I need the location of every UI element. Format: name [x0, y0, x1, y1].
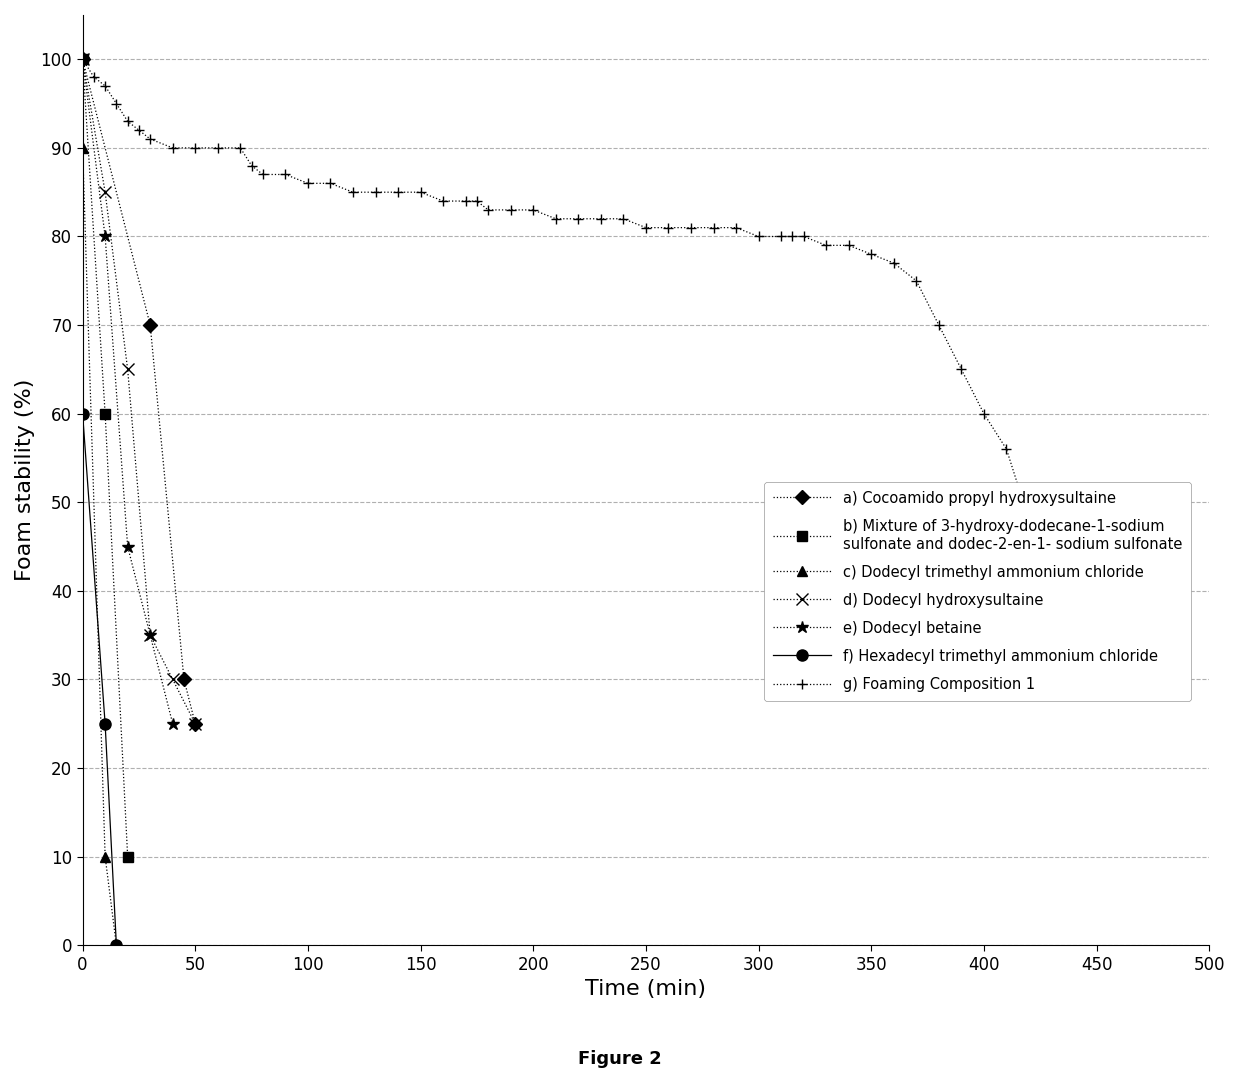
d) Dodecyl hydroxysultaine: [165, 673, 180, 686]
g) Foaming Composition 1: [76, 53, 91, 66]
Line: b) Mixture of 3-hydroxy-dodecane-1-sodium
sulfonate and dodec-2-en-1- sodium sulfonate: b) Mixture of 3-hydroxy-dodecane-1-sodiu…: [78, 54, 133, 861]
e) Dodecyl betaine: [98, 230, 113, 243]
Line: f) Hexadecyl trimethyl ammonium chloride: f) Hexadecyl trimethyl ammonium chloride: [77, 408, 122, 951]
g) Foaming Composition 1: [706, 221, 720, 234]
Line: d) Dodecyl hydroxysultaine: d) Dodecyl hydroxysultaine: [77, 54, 201, 729]
b) Mixture of 3-hydroxy-dodecane-1-sodium
sulfonate and dodec-2-en-1- sodium sulfonate: [98, 407, 113, 420]
e) Dodecyl betaine: [165, 718, 180, 730]
g) Foaming Composition 1: [324, 177, 339, 190]
d) Dodecyl hydroxysultaine: [76, 53, 91, 66]
f) Hexadecyl trimethyl ammonium chloride: [98, 718, 113, 730]
d) Dodecyl hydroxysultaine: [187, 718, 202, 730]
a) Cocoamido propyl hydroxysultaine: [187, 718, 202, 730]
c) Dodecyl trimethyl ammonium chloride: [76, 141, 91, 154]
Legend: a) Cocoamido propyl hydroxysultaine, b) Mixture of 3-hydroxy-dodecane-1-sodium
s: a) Cocoamido propyl hydroxysultaine, b) …: [764, 482, 1190, 701]
d) Dodecyl hydroxysultaine: [98, 186, 113, 199]
a) Cocoamido propyl hydroxysultaine: [176, 673, 191, 686]
g) Foaming Composition 1: [346, 186, 361, 199]
b) Mixture of 3-hydroxy-dodecane-1-sodium
sulfonate and dodec-2-en-1- sodium sulfonate: [120, 850, 135, 863]
Text: Figure 2: Figure 2: [578, 1050, 662, 1068]
X-axis label: Time (min): Time (min): [585, 980, 707, 999]
g) Foaming Composition 1: [1066, 682, 1081, 695]
Line: a) Cocoamido propyl hydroxysultaine: a) Cocoamido propyl hydroxysultaine: [78, 54, 200, 728]
f) Hexadecyl trimethyl ammonium chloride: [76, 407, 91, 420]
Y-axis label: Foam stability (%): Foam stability (%): [15, 379, 35, 582]
f) Hexadecyl trimethyl ammonium chloride: [109, 939, 124, 952]
c) Dodecyl trimethyl ammonium chloride: [109, 939, 124, 952]
e) Dodecyl betaine: [76, 53, 91, 66]
Line: c) Dodecyl trimethyl ammonium chloride: c) Dodecyl trimethyl ammonium chloride: [78, 144, 122, 951]
e) Dodecyl betaine: [120, 541, 135, 554]
Line: g) Foaming Composition 1: g) Foaming Composition 1: [78, 54, 1079, 693]
g) Foaming Composition 1: [244, 159, 259, 172]
d) Dodecyl hydroxysultaine: [143, 629, 157, 642]
b) Mixture of 3-hydroxy-dodecane-1-sodium
sulfonate and dodec-2-en-1- sodium sulfonate: [76, 53, 91, 66]
g) Foaming Composition 1: [774, 230, 789, 243]
e) Dodecyl betaine: [143, 629, 157, 642]
g) Foaming Composition 1: [1044, 629, 1059, 642]
Line: e) Dodecyl betaine: e) Dodecyl betaine: [77, 53, 179, 730]
d) Dodecyl hydroxysultaine: [120, 363, 135, 375]
c) Dodecyl trimethyl ammonium chloride: [98, 850, 113, 863]
a) Cocoamido propyl hydroxysultaine: [143, 318, 157, 331]
a) Cocoamido propyl hydroxysultaine: [76, 53, 91, 66]
